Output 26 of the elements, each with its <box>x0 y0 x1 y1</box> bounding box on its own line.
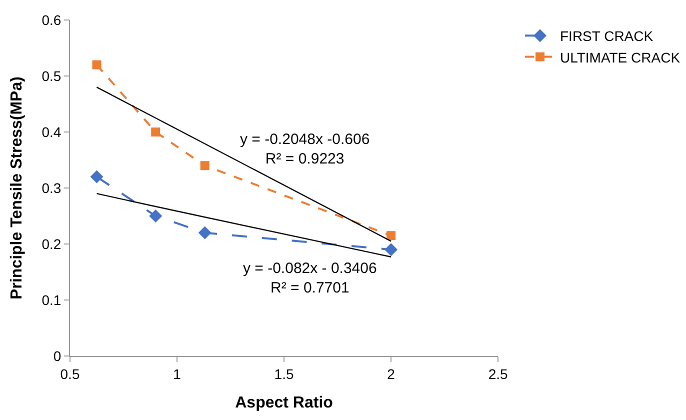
y-tick-label: 0.4 <box>42 124 62 140</box>
annotation: y = -0.082x - 0.3406 R² = 0.7701 <box>243 260 377 296</box>
y-tick-label: 0.1 <box>42 292 62 308</box>
y-tick-label: 0 <box>53 348 62 364</box>
y-tick-label: 0.2 <box>42 236 62 252</box>
point <box>386 231 396 240</box>
x-tick-label: 1.5 <box>274 366 294 382</box>
x-tick-label: 0.5 <box>60 366 80 382</box>
point <box>149 210 162 222</box>
x-tick-label: 1 <box>173 366 182 382</box>
point <box>384 243 398 256</box>
x-tick-label: 2.5 <box>488 366 508 382</box>
y-axis-title: Principle Tensile Stress(MPa) <box>8 76 26 300</box>
point <box>90 170 104 184</box>
annotation: y = -0.2048x -0.606 R² = 0.9223 <box>240 131 370 168</box>
x-tick-label: 2 <box>387 366 396 382</box>
point <box>198 226 212 240</box>
x-axis-title: Aspect Ratio <box>235 394 334 412</box>
point <box>200 161 210 170</box>
legend-label: ULTIMATE CRACK <box>560 49 681 66</box>
y-tick-label: 0.3 <box>42 180 62 196</box>
y-tick-label: 0.6 <box>42 12 62 28</box>
point <box>92 60 102 70</box>
y-tick-label: 0.5 <box>42 68 62 84</box>
legend-label: FIRST CRACK <box>560 28 654 44</box>
point <box>151 128 160 136</box>
